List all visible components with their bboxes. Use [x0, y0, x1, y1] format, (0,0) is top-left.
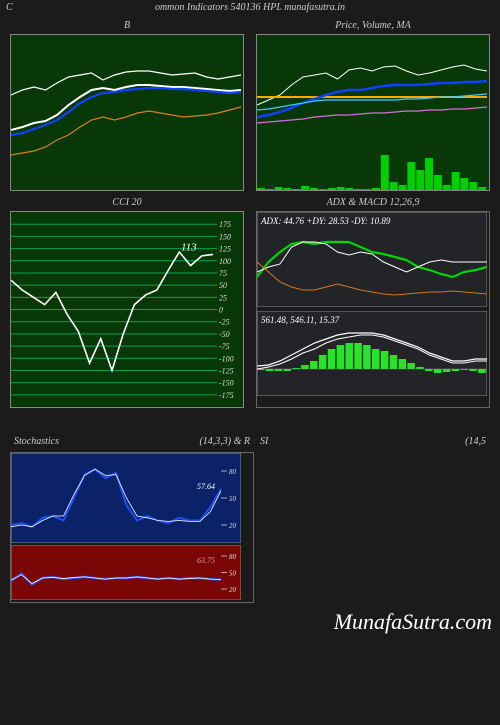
svg-text:57.64: 57.64	[197, 482, 215, 491]
svg-text:50: 50	[229, 495, 237, 503]
svg-text:20: 20	[229, 522, 237, 530]
si-title: SI (14,5	[256, 436, 490, 452]
svg-text:-175: -175	[219, 391, 234, 400]
si-params: (14,5	[465, 436, 486, 452]
stoch-blue-chart: 80 50 20 57.64	[11, 453, 241, 543]
svg-text:50: 50	[219, 281, 227, 290]
price-title: Price, Volume, MA	[256, 18, 490, 34]
svg-text:80: 80	[229, 468, 237, 476]
svg-text:80: 80	[229, 553, 237, 561]
bb-title: B	[10, 18, 244, 34]
stoch-panel: 80 50 20 57.64 80 50 20 63.75	[10, 452, 254, 603]
cci-chart: 175 150 125 100 75 50 25 0 -25 -50 -75 -100 -125 -150…	[11, 212, 241, 407]
bb-chart	[11, 35, 241, 190]
stoch-title: Stochastics (14,3,3) & R	[10, 436, 254, 452]
price-chart	[257, 35, 487, 190]
svg-text:20: 20	[229, 586, 237, 594]
adx-title: ADX & MACD 12,26,9	[256, 195, 490, 211]
svg-text:113: 113	[181, 241, 197, 253]
watermark: MunafaSutra.com	[334, 609, 492, 635]
svg-text:175: 175	[219, 220, 231, 229]
corner-c: C	[6, 2, 13, 13]
svg-text:50: 50	[229, 570, 237, 578]
svg-text:0: 0	[219, 306, 223, 315]
stoch-label: Stochastics	[14, 436, 59, 452]
cci-title: CCI 20	[10, 195, 244, 211]
cci-panel: 175 150 125 100 75 50 25 0 -25 -50 -75 -100 -125 -150…	[10, 211, 244, 408]
svg-text:-75: -75	[219, 342, 230, 351]
svg-text:150: 150	[219, 232, 231, 241]
adx-panel: ADX: 44.76 +DY: 28.53 -DY: 10.89 561.48,…	[256, 211, 490, 408]
svg-text:ADX: 44.76 +DY: 28.53 -DY: 1: ADX: 44.76 +DY: 28.53 -DY: 10.89	[260, 216, 391, 226]
svg-text:25: 25	[219, 293, 227, 302]
svg-text:-150: -150	[219, 379, 234, 388]
bb-panel	[10, 34, 244, 191]
page-header: ommon Indicators 540136 HPL munafasutra.…	[0, 0, 500, 18]
stoch-params: (14,3,3) & R	[199, 436, 250, 452]
svg-text:-25: -25	[219, 318, 230, 327]
si-label: SI	[260, 436, 268, 452]
svg-text:100: 100	[219, 257, 231, 266]
svg-text:561.48, 546.11, 15.37: 561.48, 546.11, 15.37	[261, 315, 340, 325]
svg-text:125: 125	[219, 245, 231, 254]
svg-text:75: 75	[219, 269, 227, 278]
adx-top-chart: ADX: 44.76 +DY: 28.53 -DY: 10.89	[257, 212, 487, 307]
svg-text:-50: -50	[219, 330, 230, 339]
price-panel	[256, 34, 490, 191]
svg-text:63.75: 63.75	[197, 556, 215, 565]
svg-text:-100: -100	[219, 354, 234, 363]
adx-bot-chart: 561.48, 546.11, 15.37	[257, 311, 487, 396]
svg-text:-125: -125	[219, 366, 234, 375]
stoch-red-chart: 80 50 20 63.75	[11, 545, 241, 600]
